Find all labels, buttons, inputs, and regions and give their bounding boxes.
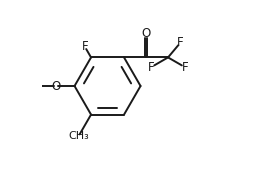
Text: F: F xyxy=(82,40,88,53)
Text: O: O xyxy=(141,27,151,40)
Text: F: F xyxy=(148,61,155,74)
Text: F: F xyxy=(181,61,188,74)
Text: O: O xyxy=(51,79,60,93)
Text: F: F xyxy=(177,36,184,49)
Text: CH₃: CH₃ xyxy=(68,131,89,141)
